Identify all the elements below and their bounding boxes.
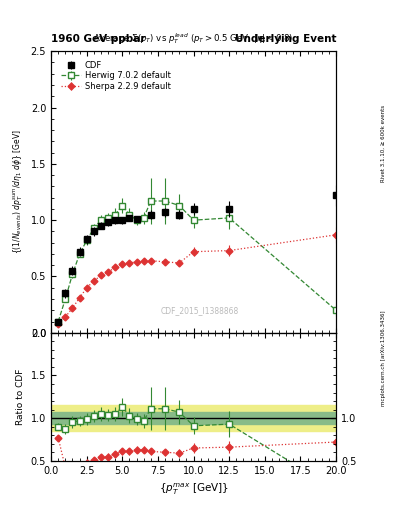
Text: Average $\Sigma(p_T)$ vs $p_T^{lead}$ ($p_T>0.5$ GeV, $|\eta|<0.8$): Average $\Sigma(p_T)$ vs $p_T^{lead}$ ($…	[94, 31, 294, 46]
Text: mcplots.cern.ch [arXiv:1306.3436]: mcplots.cern.ch [arXiv:1306.3436]	[381, 311, 386, 406]
Bar	[51, 406, 336, 431]
Text: Underlying Event: Underlying Event	[235, 33, 336, 44]
Y-axis label: $\{(1/N_{events})\ dp_T^{sum}/d\eta_1\ d\phi\}$ [GeV]: $\{(1/N_{events})\ dp_T^{sum}/d\eta_1\ d…	[12, 130, 25, 254]
Y-axis label: Ratio to CDF: Ratio to CDF	[16, 369, 25, 425]
Text: Rivet 3.1.10, ≥ 600k events: Rivet 3.1.10, ≥ 600k events	[381, 105, 386, 182]
X-axis label: $\{p_T^{max}\ [\mathrm{GeV}]\}$: $\{p_T^{max}\ [\mathrm{GeV}]\}$	[158, 481, 229, 497]
Bar	[51, 412, 336, 424]
Text: CDF_2015_I1388868: CDF_2015_I1388868	[160, 306, 239, 315]
Text: 1960 GeV ppbar: 1960 GeV ppbar	[51, 33, 145, 44]
Legend: CDF, Herwig 7.0.2 default, Sherpa 2.2.9 default: CDF, Herwig 7.0.2 default, Sherpa 2.2.9 …	[58, 58, 173, 94]
